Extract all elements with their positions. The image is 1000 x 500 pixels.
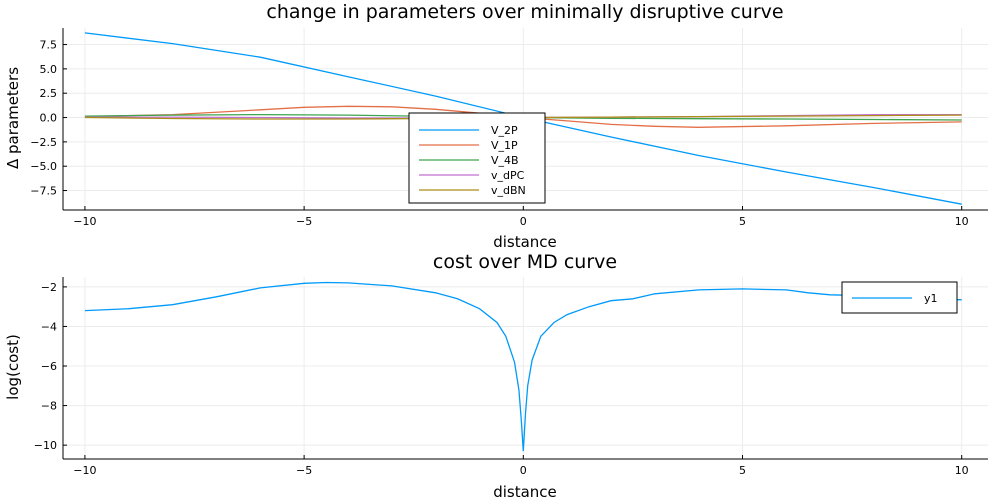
x-tick-label: −5 (296, 464, 312, 477)
legend-label: v_dPC (491, 169, 525, 182)
chart-cost-ticks: −10 −5 0 5 10 −2 −4 −6 −8 −10 (34, 281, 969, 477)
chart-cost-ylabel: log(cost) (4, 334, 22, 400)
x-tick-label: 0 (520, 215, 527, 228)
chart-cost-xlabel: distance (493, 483, 557, 500)
y-tick-label: −2.5 (30, 136, 57, 149)
x-tick-label: 5 (739, 215, 746, 228)
legend-label: V_4B (491, 154, 519, 167)
chart-cost-legend: y1 (841, 281, 958, 314)
x-tick-label: 10 (955, 215, 969, 228)
chart-parameters: change in parameters over minimally disr… (4, 1, 988, 251)
y-tick-label: −5.0 (30, 160, 57, 173)
legend-label: V_1P (491, 139, 518, 152)
chart-parameters-legend: V_2P V_1P V_4B v_dPC v_dBN (408, 112, 546, 204)
legend-box (408, 112, 546, 204)
x-tick-label: 10 (955, 464, 969, 477)
chart-parameters-ylabel: Δ parameters (4, 67, 22, 169)
legend-label: v_dBN (491, 184, 526, 197)
y-tick-label: −4 (41, 320, 57, 333)
y-tick-label: 5.0 (40, 63, 58, 76)
x-tick-label: −5 (296, 215, 312, 228)
legend-label: V_2P (491, 124, 518, 137)
x-tick-label: −10 (73, 464, 96, 477)
x-tick-label: 0 (520, 464, 527, 477)
chart-cost-series (84, 281, 962, 452)
legend-label: y1 (924, 292, 938, 305)
y-tick-label: 7.5 (40, 39, 58, 52)
series-line-y1 (84, 281, 962, 452)
y-tick-label: 0.0 (40, 112, 58, 125)
x-tick-label: −10 (73, 215, 96, 228)
chart-parameters-xlabel: distance (493, 233, 557, 251)
x-tick-label: 5 (739, 464, 746, 477)
chart-parameters-ticks: −10 −5 0 5 10 7.5 5.0 2.5 0.0 −2.5 −5.0 −7.5 (30, 39, 968, 228)
y-tick-label: 2.5 (40, 87, 58, 100)
y-tick-label: −8 (41, 400, 57, 413)
y-tick-label: −10 (34, 439, 57, 452)
y-tick-label: −7.5 (30, 185, 57, 198)
chart-cost-title: cost over MD curve (433, 251, 617, 273)
chart-cost: cost over MD curve −10 −5 0 5 10 −2 −4 −6 −8−10 … (4, 251, 988, 500)
y-tick-label: −2 (41, 281, 57, 294)
chart-parameters-title: change in parameters over minimally disr… (266, 1, 783, 23)
y-tick-label: −6 (41, 360, 57, 373)
